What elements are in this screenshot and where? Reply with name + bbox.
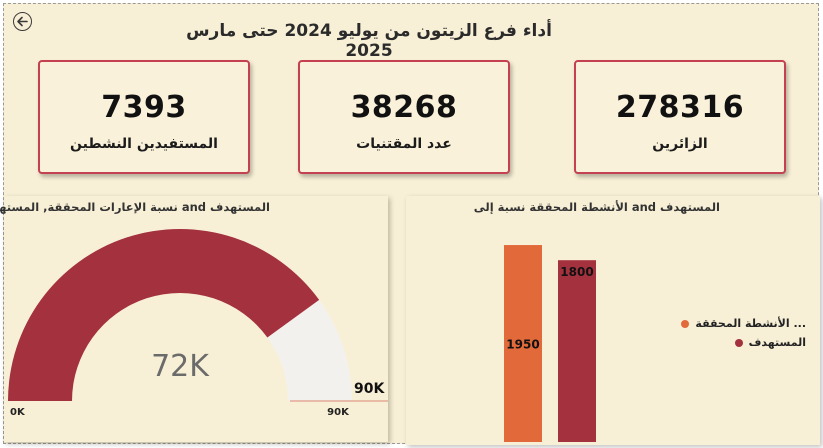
gauge-value-label: 72K xyxy=(151,349,210,384)
bar-panel[interactable]: المستهدف and الأنشطة المحققة نسبة إلى 19… xyxy=(406,196,820,445)
back-button[interactable] xyxy=(13,12,32,31)
back-arrow-icon xyxy=(17,16,28,27)
kpi-value: 38268 xyxy=(350,90,458,125)
bar-chart: 1950 1800 xyxy=(504,245,596,442)
bar-target[interactable] xyxy=(558,260,596,442)
bar-data-label: 1800 xyxy=(560,265,593,279)
bar-achieved[interactable] xyxy=(504,245,542,442)
kpi-card-holdings[interactable]: 38268 عدد المقتنيات xyxy=(298,60,510,174)
report-canvas: أداء فرع الزيتون من يوليو 2024 حتى مارس … xyxy=(0,3,820,445)
legend-label: المستهدف xyxy=(748,336,806,349)
kpi-label: عدد المقتنيات xyxy=(356,136,452,152)
gauge-panel-title: المستهدف and نسبة الإعارات المحققة, المس… xyxy=(0,200,270,214)
kpi-card-visitors[interactable]: 278316 الزائرين xyxy=(574,60,786,174)
kpi-value: 278316 xyxy=(615,90,745,125)
legend-item-achieved[interactable]: ... الأنشطة المحققة xyxy=(681,317,806,330)
kpi-label: المستفيدين النشطين xyxy=(70,136,218,152)
legend-item-target[interactable]: المستهدف xyxy=(734,336,806,349)
gauge-panel[interactable]: المستهدف and نسبة الإعارات المحققة, المس… xyxy=(0,196,388,442)
gauge-min-label: 0K xyxy=(10,407,26,418)
legend-dot-orange-icon xyxy=(681,319,690,328)
page-title: أداء فرع الزيتون من يوليو 2024 حتى مارس … xyxy=(186,21,552,61)
gauge-fill-arc xyxy=(8,229,320,401)
bar-panel-title: المستهدف and الأنشطة المحققة نسبة إلى xyxy=(473,200,720,214)
kpi-value: 7393 xyxy=(101,90,187,125)
gauge-chart: 72K 0K 90K 90K xyxy=(8,229,388,418)
legend-label: ... الأنشطة المحققة xyxy=(695,317,806,330)
bar-data-label: 1950 xyxy=(506,338,539,352)
kpi-card-active-beneficiaries[interactable]: 7393 المستفيدين النشطين xyxy=(38,60,250,174)
gauge-max-label: 90K xyxy=(327,407,350,418)
legend-dot-red-icon xyxy=(734,338,743,347)
gauge-target-label: 90K xyxy=(354,381,385,397)
kpi-label: الزائرين xyxy=(652,136,708,152)
